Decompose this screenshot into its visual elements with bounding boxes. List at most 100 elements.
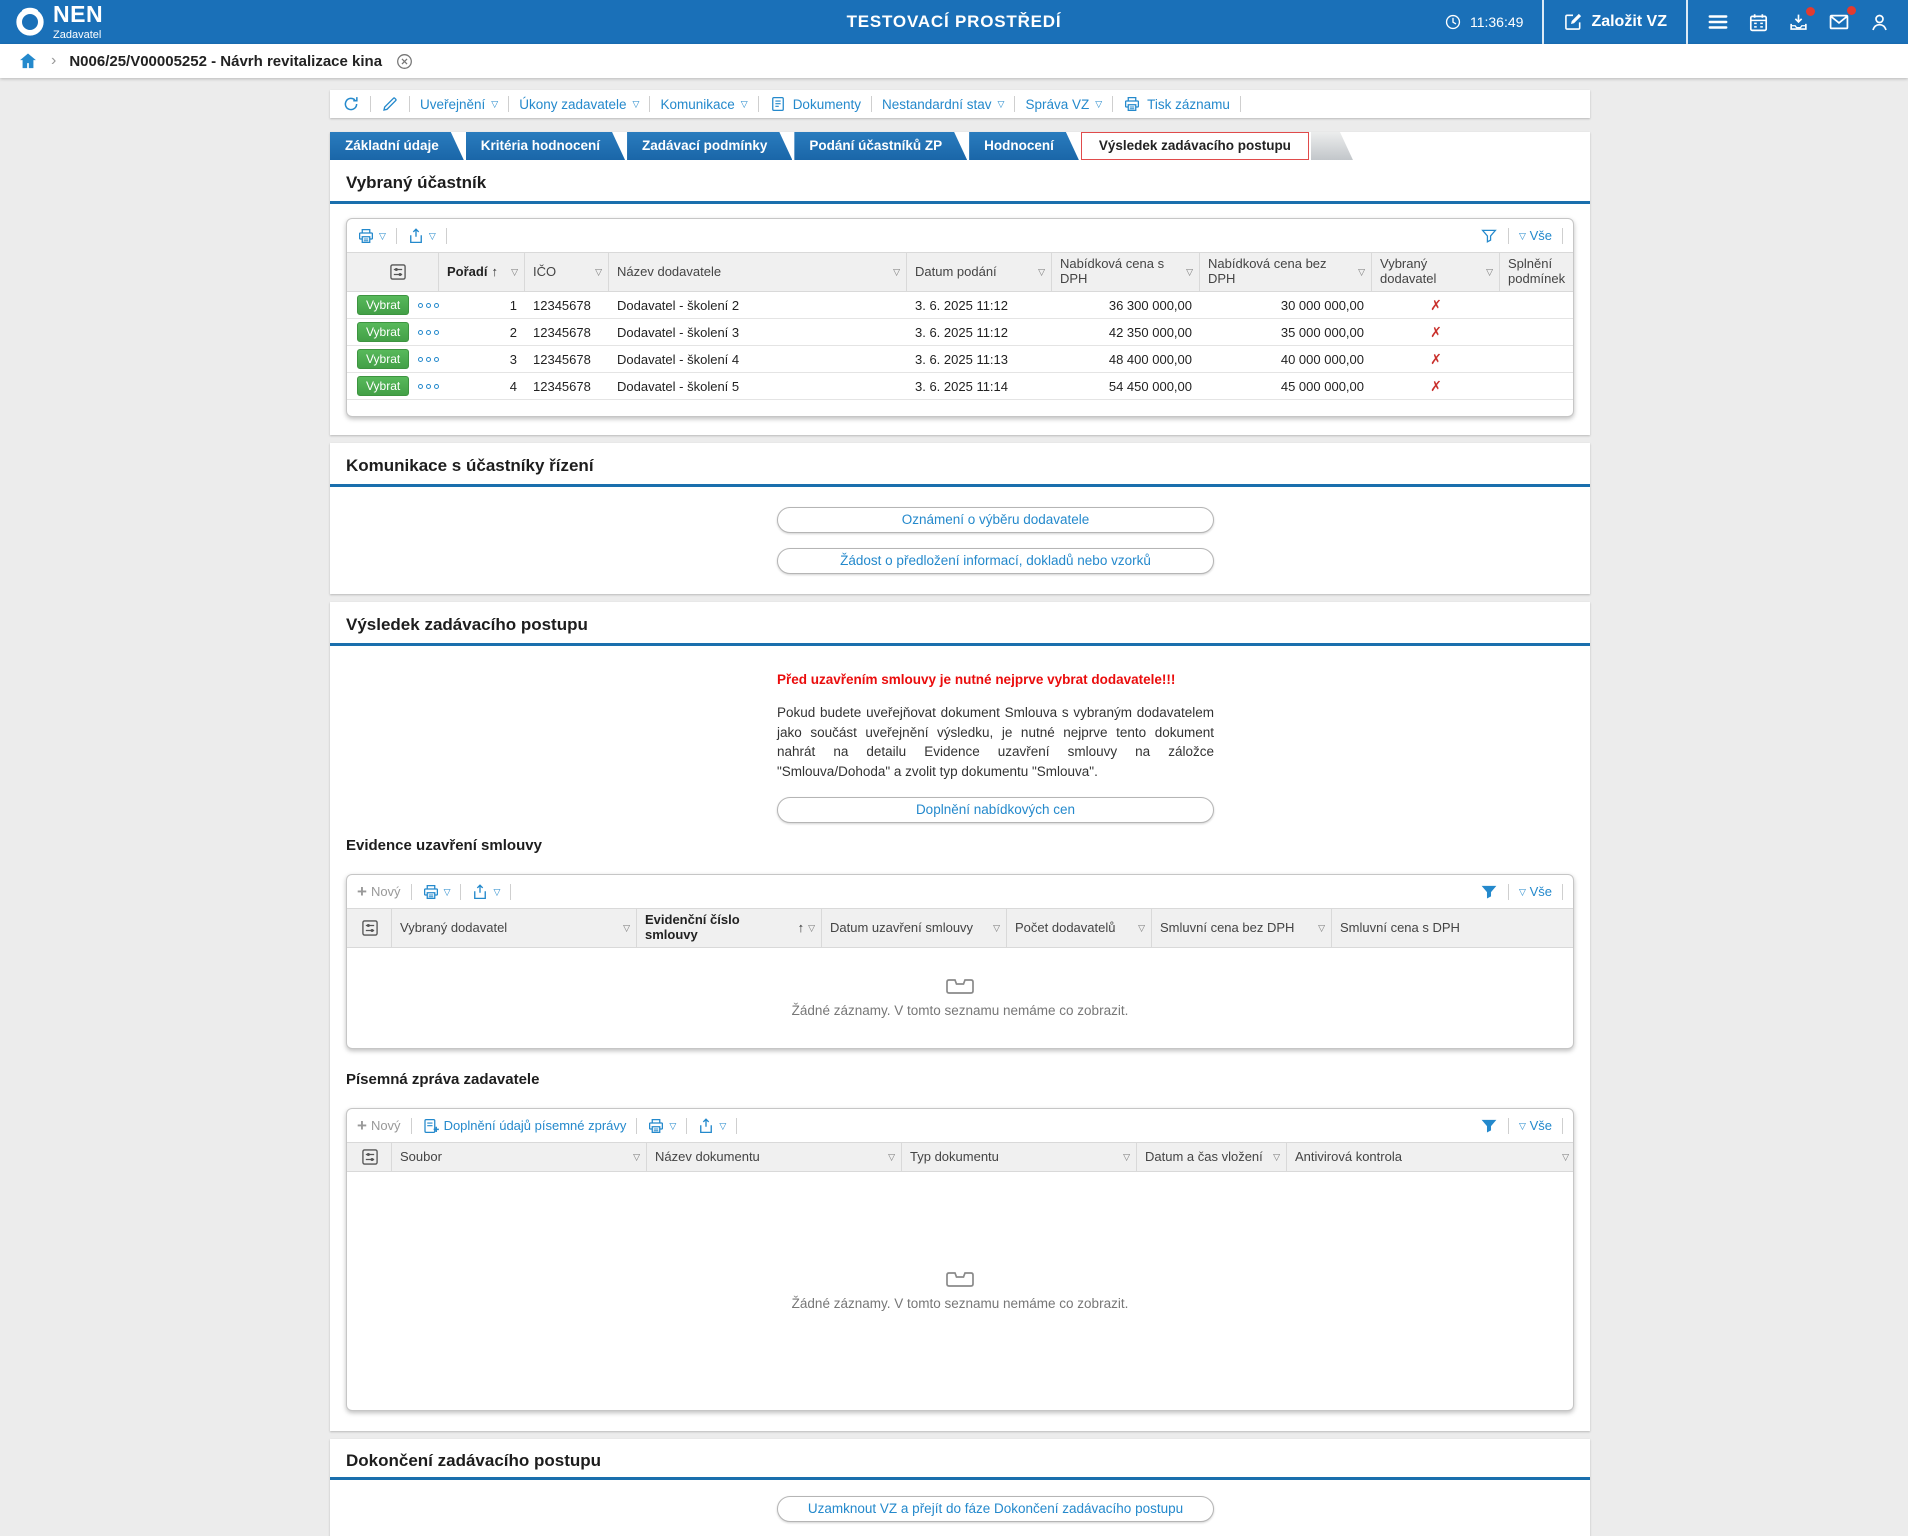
column-header-typ-dokumentu[interactable]: Typ dokumentu ▽ bbox=[902, 1143, 1137, 1172]
new-record-button[interactable]: + Nový bbox=[357, 883, 401, 900]
show-all-button[interactable]: Vše bbox=[1529, 228, 1552, 243]
print-table-button[interactable]: ▽ bbox=[357, 227, 386, 245]
table-row[interactable]: Vybrat 1 12345678 Dodavatel - školení 2 … bbox=[347, 292, 1573, 319]
column-header-vybrany-dodavatel[interactable]: Vybraný dodavatel ▽ bbox=[1372, 253, 1500, 291]
column-header-cena-bez-dph[interactable]: Nabídková cena bez DPH ▽ bbox=[1200, 253, 1372, 291]
column-header-soubor[interactable]: Soubor ▽ bbox=[392, 1143, 647, 1172]
column-header-splneni-podminek[interactable]: Splnění podmínek bbox=[1500, 253, 1573, 291]
doplneni-nabidkovych-cen-button[interactable]: Doplnění nabídkových cen bbox=[777, 797, 1214, 824]
filter-funnel-icon[interactable] bbox=[1480, 1117, 1498, 1135]
column-header-datum-vlozeni[interactable]: Datum a čas vložení ▽ bbox=[1137, 1143, 1287, 1172]
table-row[interactable]: Vybrat 3 12345678 Dodavatel - školení 4 … bbox=[347, 346, 1573, 373]
column-header-pocet-dodavatelu[interactable]: Počet dodavatelů ▽ bbox=[1007, 909, 1152, 948]
filter-marker-icon[interactable]: ▽ bbox=[893, 266, 900, 277]
toolbar-item-nestandardni-stav[interactable]: Nestandardní stav ▽ bbox=[882, 97, 1004, 112]
row-menu-icon[interactable] bbox=[418, 329, 439, 335]
column-header-smluvni-cena-bez-dph[interactable]: Smluvní cena bez DPH ▽ bbox=[1152, 909, 1332, 948]
tab-zakladni-udaje[interactable]: Základní údaje bbox=[330, 132, 464, 160]
export-table-button[interactable]: ▽ bbox=[407, 227, 436, 245]
clock-icon bbox=[1444, 13, 1462, 31]
toolbar-item-tisk-zaznamu[interactable]: Tisk záznamu bbox=[1123, 95, 1230, 113]
filter-marker-icon[interactable]: ▽ bbox=[1138, 923, 1145, 934]
toolbar-item-dokumenty[interactable]: Dokumenty bbox=[769, 95, 861, 113]
column-header-ico[interactable]: IČO ▽ bbox=[525, 253, 609, 291]
toolbar-label: Dokumenty bbox=[792, 96, 861, 112]
select-supplier-button[interactable]: Vybrat bbox=[357, 322, 410, 342]
show-all-button[interactable]: Vše bbox=[1529, 884, 1552, 900]
filter-funnel-icon[interactable] bbox=[1480, 883, 1498, 901]
column-header-poradi[interactable]: Pořadí ↑ ▽ bbox=[439, 253, 525, 291]
filter-marker-icon[interactable]: ▽ bbox=[595, 266, 602, 277]
column-header-vybrany-dodavatel[interactable]: Vybraný dodavatel ▽ bbox=[392, 909, 637, 948]
column-settings-button[interactable] bbox=[347, 1143, 392, 1172]
select-supplier-button[interactable]: Vybrat bbox=[357, 349, 410, 369]
cell-poradi: 4 bbox=[509, 378, 517, 394]
table-row[interactable]: Vybrat 2 12345678 Dodavatel - školení 3 … bbox=[347, 319, 1573, 346]
filter-marker-icon[interactable]: ▽ bbox=[1123, 1151, 1130, 1162]
toolbar-item-uverejneni[interactable]: Uveřejnění ▽ bbox=[420, 97, 498, 112]
filter-marker-icon[interactable]: ▽ bbox=[1186, 266, 1193, 277]
row-menu-icon[interactable] bbox=[418, 383, 439, 389]
select-supplier-button[interactable]: Vybrat bbox=[357, 295, 410, 315]
filter-marker-icon[interactable]: ▽ bbox=[511, 266, 518, 277]
edit-record-button[interactable] bbox=[381, 95, 399, 113]
nen-logo[interactable]: NEN Zadavatel bbox=[14, 3, 103, 41]
row-menu-icon[interactable] bbox=[418, 302, 439, 308]
filter-marker-icon[interactable]: ▽ bbox=[888, 1151, 895, 1162]
tab-hodnoceni[interactable]: Hodnocení bbox=[969, 132, 1079, 160]
home-icon[interactable] bbox=[18, 51, 38, 71]
print-table-button[interactable]: ▽ bbox=[647, 1117, 676, 1135]
toolbar-item-ukony-zadavatele[interactable]: Úkony zadavatele ▽ bbox=[519, 97, 639, 112]
column-header-nazev-dodavatele[interactable]: Název dodavatele ▽ bbox=[609, 253, 907, 291]
column-header-cena-s-dph[interactable]: Nabídková cena s DPH ▽ bbox=[1052, 253, 1200, 291]
close-record-icon[interactable] bbox=[395, 52, 414, 71]
inbox-button[interactable] bbox=[1788, 6, 1815, 33]
print-table-button[interactable]: ▽ bbox=[422, 883, 450, 901]
filter-marker-icon[interactable]: ▽ bbox=[1273, 1151, 1280, 1162]
show-all-button[interactable]: Vše bbox=[1529, 1118, 1552, 1134]
filter-funnel-icon[interactable] bbox=[1480, 227, 1498, 245]
column-header-evidencni-cislo[interactable]: Evidenční číslo smlouvy ↑ ▽ bbox=[637, 909, 822, 948]
column-header-antivirova-kontrola[interactable]: Antivirová kontrola ▽ bbox=[1287, 1143, 1573, 1171]
column-settings-button[interactable] bbox=[347, 253, 439, 291]
refresh-button[interactable] bbox=[342, 95, 360, 113]
toolbar-item-komunikace[interactable]: Komunikace ▽ bbox=[660, 97, 747, 112]
zadost-o-predlozeni-button[interactable]: Žádost o předložení informací, dokladů n… bbox=[777, 548, 1214, 574]
table-scroll-strip[interactable] bbox=[347, 400, 1573, 416]
toolbar-item-sprava-vz[interactable]: Správa VZ ▽ bbox=[1025, 97, 1102, 112]
row-menu-icon[interactable] bbox=[418, 356, 439, 362]
column-settings-button[interactable] bbox=[347, 909, 392, 948]
record-title[interactable]: N006/25/V00005252 - Návrh revitalizace k… bbox=[69, 52, 383, 70]
column-label: Datum a čas vložení bbox=[1145, 1148, 1263, 1164]
filter-marker-icon[interactable]: ▽ bbox=[993, 923, 1000, 934]
filter-marker-icon[interactable]: ▽ bbox=[1318, 923, 1325, 934]
column-header-smluvni-cena-s-dph[interactable]: Smluvní cena s DPH bbox=[1332, 909, 1573, 947]
calendar-button[interactable] bbox=[1748, 12, 1769, 33]
tab-podani-ucastniku-zp[interactable]: Podání účastníků ZP bbox=[794, 132, 967, 160]
filter-marker-icon[interactable]: ▽ bbox=[1358, 266, 1365, 277]
column-header-datum-uzavreni[interactable]: Datum uzavření smlouvy ▽ bbox=[822, 909, 1007, 948]
column-header-nazev-dokumentu[interactable]: Název dokumentu ▽ bbox=[647, 1143, 902, 1172]
export-table-button[interactable]: ▽ bbox=[697, 1117, 726, 1135]
filter-marker-icon[interactable]: ▽ bbox=[808, 923, 815, 934]
doplneni-udaju-button[interactable]: Doplnění údajů písemné zprávy bbox=[422, 1117, 626, 1135]
tab-zadavaci-podminky[interactable]: Zadávací podmínky bbox=[627, 132, 792, 160]
uzamknout-vz-button[interactable]: Uzamknout VZ a přejít do fáze Dokončení … bbox=[777, 1496, 1214, 1523]
export-table-button[interactable]: ▽ bbox=[471, 883, 500, 901]
filter-marker-icon[interactable]: ▽ bbox=[633, 1151, 640, 1162]
tab-kriteria-hodnoceni[interactable]: Kritéria hodnocení bbox=[466, 132, 625, 160]
user-button[interactable] bbox=[1869, 12, 1890, 33]
messages-button[interactable] bbox=[1828, 6, 1856, 33]
oznameni-o-vyberu-button[interactable]: Oznámení o výběru dodavatele bbox=[777, 507, 1214, 533]
filter-marker-icon[interactable]: ▽ bbox=[1562, 1151, 1569, 1162]
menu-button[interactable] bbox=[1707, 11, 1729, 33]
filter-marker-icon[interactable]: ▽ bbox=[623, 923, 630, 934]
column-header-datum-podani[interactable]: Datum podání ▽ bbox=[907, 253, 1052, 291]
select-supplier-button[interactable]: Vybrat bbox=[357, 376, 410, 396]
create-vz-button[interactable]: Založit VZ bbox=[1563, 12, 1667, 32]
tab-vysledek-zadavaciho-postupu[interactable]: Výsledek zadávacího postupu bbox=[1080, 132, 1309, 160]
new-record-button[interactable]: + Nový bbox=[357, 1117, 401, 1134]
filter-marker-icon[interactable]: ▽ bbox=[1038, 266, 1045, 277]
filter-marker-icon[interactable]: ▽ bbox=[1486, 266, 1493, 277]
table-row[interactable]: Vybrat 4 12345678 Dodavatel - školení 5 … bbox=[347, 373, 1573, 400]
